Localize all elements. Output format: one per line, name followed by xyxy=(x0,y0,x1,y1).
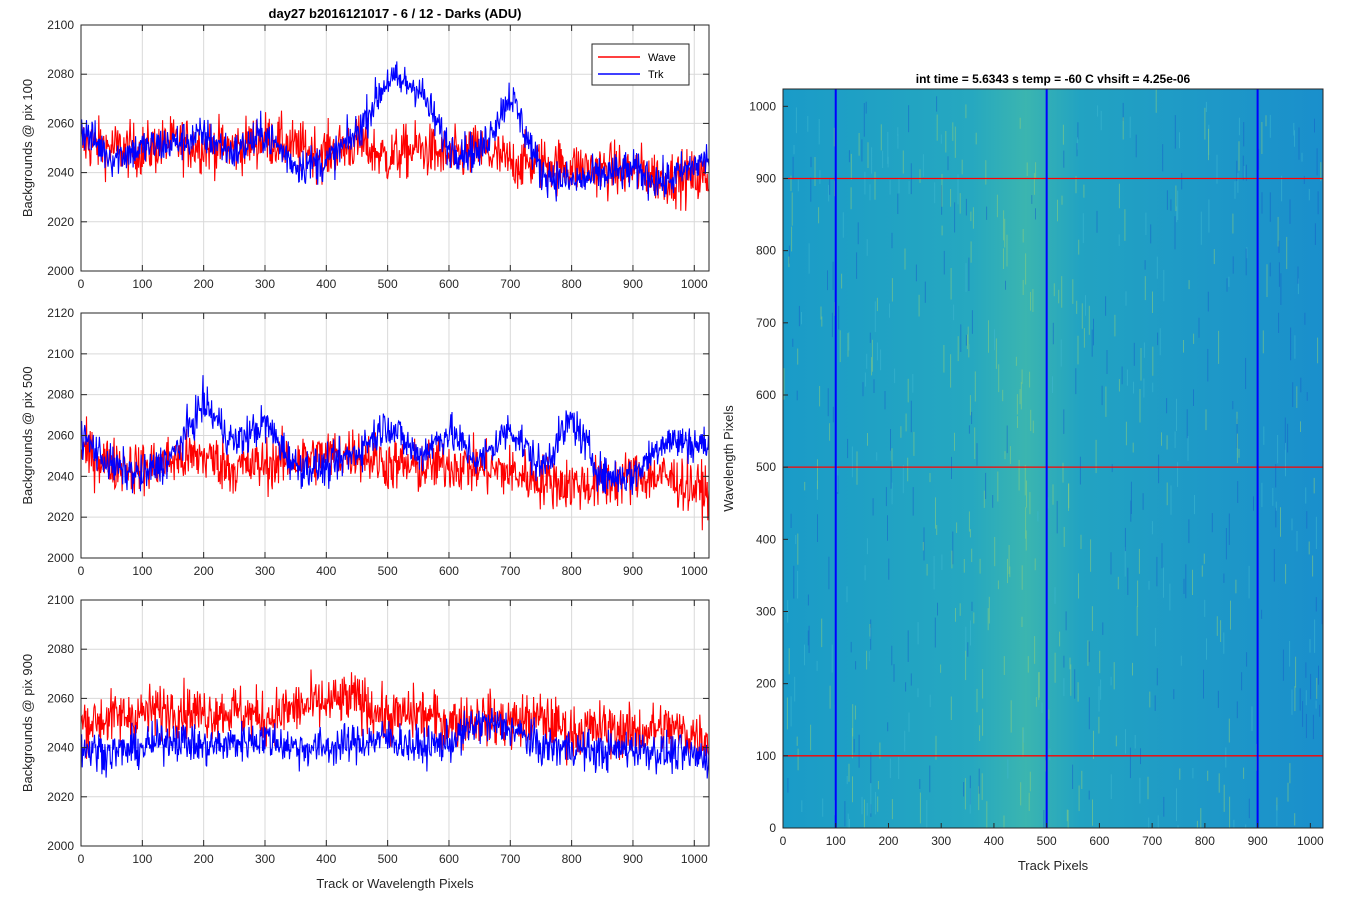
y-tick-label: 100 xyxy=(756,749,776,763)
axes-box xyxy=(80,24,710,272)
x-tick-label: 500 xyxy=(378,277,398,291)
series-line-trk xyxy=(80,61,710,202)
x-tick-label: 600 xyxy=(439,277,459,291)
x-tick-label: 400 xyxy=(316,852,336,866)
y-tick-label: 2100 xyxy=(47,347,74,361)
x-tick-label: 500 xyxy=(378,564,398,578)
y-tick-label: 600 xyxy=(756,388,776,402)
y-tick-label: 2000 xyxy=(47,551,74,565)
y-tick-label: 2040 xyxy=(47,166,74,180)
x-tick-label: 200 xyxy=(194,277,214,291)
x-tick-label: 900 xyxy=(623,564,643,578)
x-tick-label: 900 xyxy=(623,277,643,291)
legend-box xyxy=(591,43,690,86)
y-tick-label: 200 xyxy=(756,677,776,691)
series-line-wave xyxy=(80,669,710,766)
x-tick-label: 800 xyxy=(1195,834,1215,848)
chart-panel-4: 0 100 200 300 400 500 600 700 800 900 1000 0 100 200 3… xyxy=(721,72,1324,873)
x-tick-label: 500 xyxy=(378,852,398,866)
heatmap-image xyxy=(783,89,1323,828)
x-tick-label: 100 xyxy=(132,564,152,578)
x-tick-label: 700 xyxy=(500,277,520,291)
x-tick-label: 600 xyxy=(439,852,459,866)
x-tick-label: 800 xyxy=(562,277,582,291)
heatmap-title: int time = 5.6343 s temp = -60 C vhsift … xyxy=(916,72,1191,86)
y-tick-label: 0 xyxy=(769,821,776,835)
x-tick-label: 700 xyxy=(500,852,520,866)
x-tick-label: 500 xyxy=(1037,834,1057,848)
x-tick-label: 0 xyxy=(78,564,85,578)
x-tick-label: 1000 xyxy=(681,277,708,291)
chart-panel-3: 0 100 200 300 400 500 600 700 800 900 1000 2000 2020… xyxy=(20,593,710,891)
x-tick-label: 400 xyxy=(316,564,336,578)
x-tick-label: 700 xyxy=(500,564,520,578)
x-tick-label: 400 xyxy=(984,834,1004,848)
x-tick-label: 900 xyxy=(1248,834,1268,848)
y-tick-label: 2060 xyxy=(47,429,74,443)
x-tick-label: 1000 xyxy=(681,564,708,578)
x-tick-label: 200 xyxy=(878,834,898,848)
series-line-trk xyxy=(80,707,710,779)
y-axis-label: Backgrounds @ pix 500 xyxy=(20,366,35,504)
y-tick-label: 2080 xyxy=(47,388,74,402)
y-tick-label: 2000 xyxy=(47,839,74,853)
y-tick-label: 2120 xyxy=(47,306,74,320)
chart-panel-2: 0 100 200 300 400 500 600 700 800 900 1000 2000 2020… xyxy=(20,306,710,578)
y-tick-label: 2040 xyxy=(47,741,74,755)
y-tick-label: 2000 xyxy=(47,264,74,278)
x-tick-label: 0 xyxy=(78,852,85,866)
y-tick-label: 700 xyxy=(756,316,776,330)
x-tick-label: 100 xyxy=(132,277,152,291)
x-tick-label: 300 xyxy=(255,852,275,866)
y-tick-label: 2080 xyxy=(47,67,74,81)
y-tick-label: 2060 xyxy=(47,691,74,705)
x-tick-label: 200 xyxy=(194,564,214,578)
y-tick-label: 2100 xyxy=(47,18,74,32)
y-tick-label: 2100 xyxy=(47,593,74,607)
x-tick-label: 300 xyxy=(931,834,951,848)
y-tick-label: 1000 xyxy=(749,99,776,113)
x-tick-label: 200 xyxy=(194,852,214,866)
figure-title: day27 b2016121017 - 6 / 12 - Darks (ADU) xyxy=(269,6,522,21)
x-tick-label: 900 xyxy=(623,852,643,866)
x-tick-label: 1000 xyxy=(1297,834,1324,848)
x-tick-label: 400 xyxy=(316,277,336,291)
legend-label-trk: Trk xyxy=(648,69,664,81)
axes-box xyxy=(80,599,710,847)
x-tick-label: 0 xyxy=(780,834,787,848)
y-tick-label: 2040 xyxy=(47,469,74,483)
x-tick-label: 300 xyxy=(255,277,275,291)
x-tick-label: 1000 xyxy=(681,852,708,866)
series-line-wave xyxy=(80,110,710,211)
y-tick-label: 2080 xyxy=(47,642,74,656)
x-tick-label: 100 xyxy=(826,834,846,848)
x-axis-label: Track or Wavelength Pixels xyxy=(316,876,474,891)
y-tick-label: 900 xyxy=(756,171,776,185)
x-tick-label: 600 xyxy=(439,564,459,578)
y-tick-label: 500 xyxy=(756,460,776,474)
y-axis-label: Backgrounds @ pix 900 xyxy=(20,654,35,792)
y-tick-label: 2020 xyxy=(47,790,74,804)
y-tick-label: 2060 xyxy=(47,116,74,130)
y-axis-label: Backgrounds @ pix 100 xyxy=(20,79,35,217)
x-tick-label: 700 xyxy=(1142,834,1162,848)
y-tick-label: 300 xyxy=(756,604,776,618)
x-axis-label: Track Pixels xyxy=(1018,858,1089,873)
y-tick-label: 800 xyxy=(756,244,776,258)
x-tick-label: 800 xyxy=(562,564,582,578)
y-tick-label: 2020 xyxy=(47,215,74,229)
series-line-trk xyxy=(80,375,710,495)
legend-label-wave: Wave xyxy=(648,52,676,64)
axes-box xyxy=(782,88,1324,829)
x-tick-label: 600 xyxy=(1089,834,1109,848)
x-tick-label: 800 xyxy=(562,852,582,866)
y-tick-label: 2020 xyxy=(47,510,74,524)
y-axis-label: Wavelength Pixels xyxy=(721,405,736,512)
x-tick-label: 300 xyxy=(255,564,275,578)
chart-panel-1: 0 100 200 300 400 500 600 700 800 900 1000 2000 2020… xyxy=(20,18,710,291)
x-tick-label: 100 xyxy=(132,852,152,866)
x-tick-label: 0 xyxy=(78,277,85,291)
y-tick-label: 400 xyxy=(756,532,776,546)
